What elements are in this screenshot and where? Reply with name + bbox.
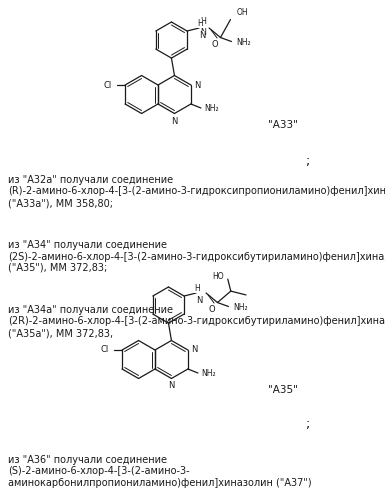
Text: из "A34a" получали соединение: из "A34a" получали соединение — [8, 305, 173, 315]
Text: H: H — [194, 284, 200, 293]
Text: N: N — [194, 80, 200, 89]
Text: (S)-2-амино-6-хлор-4-[3-(2-амино-3-: (S)-2-амино-6-хлор-4-[3-(2-амино-3- — [8, 467, 190, 477]
Text: ;: ; — [305, 418, 310, 431]
Text: O: O — [209, 305, 215, 314]
Text: (2S)-2-амино-6-хлор-4-[3-(2-амино-3-гидроксибутириламино)фенил]хиназолин: (2S)-2-амино-6-хлор-4-[3-(2-амино-3-гидр… — [8, 251, 385, 261]
Text: N: N — [171, 116, 177, 126]
Text: Cl: Cl — [101, 345, 109, 354]
Text: ("A33a"), ММ 358,80;: ("A33a"), ММ 358,80; — [8, 198, 113, 208]
Text: NH₂: NH₂ — [204, 103, 219, 112]
Text: O: O — [212, 40, 218, 49]
Text: "A35": "A35" — [268, 385, 298, 395]
Text: N: N — [191, 345, 197, 354]
Text: NH₂: NH₂ — [233, 303, 248, 312]
Text: N: N — [199, 31, 205, 40]
Text: ("A35a"), ММ 372,83,: ("A35a"), ММ 372,83, — [8, 328, 113, 338]
Text: "A33": "A33" — [268, 120, 298, 130]
Text: (R)-2-амино-6-хлор-4-[3-(2-амино-3-гидроксипропиониламино)фенил]хиназолин: (R)-2-амино-6-хлор-4-[3-(2-амино-3-гидро… — [8, 187, 385, 197]
Text: H: H — [197, 19, 203, 28]
Text: OH: OH — [236, 7, 248, 16]
Text: Cl: Cl — [104, 80, 112, 89]
Text: NH₂: NH₂ — [201, 368, 216, 378]
Text: из "A32a" получали соединение: из "A32a" получали соединение — [8, 175, 173, 185]
Text: N: N — [168, 382, 175, 391]
Text: N: N — [196, 296, 202, 305]
Text: ;: ; — [305, 155, 310, 168]
Text: HO: HO — [212, 271, 224, 280]
Text: H
N: H N — [200, 17, 206, 37]
Text: NH₂: NH₂ — [236, 38, 251, 47]
Text: из "A36" получали соединение: из "A36" получали соединение — [8, 455, 167, 465]
Text: из "A34" получали соединение: из "A34" получали соединение — [8, 240, 167, 250]
Text: аминокарбонилпропиониламино)фенил]хиназолин ("A37"): аминокарбонилпропиониламино)фенил]хиназо… — [8, 478, 311, 488]
Text: ("A35"), ММ 372,83;: ("A35"), ММ 372,83; — [8, 263, 107, 273]
Text: (2R)-2-амино-6-хлор-4-[3-(2-амино-3-гидроксибутириламино)фенил]хиназолин: (2R)-2-амино-6-хлор-4-[3-(2-амино-3-гидр… — [8, 316, 385, 326]
